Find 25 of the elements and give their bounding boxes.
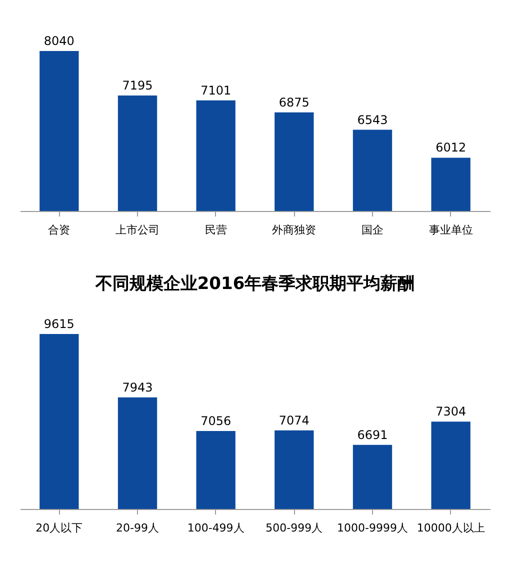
data-label: 7056 [200,414,232,428]
data-label: 8040 [44,34,74,48]
data-label: 7304 [436,404,466,419]
chart-title: 不同规模企业2016年春季求职期平均薪酬 [94,274,415,294]
data-label: 6691 [357,428,388,442]
x-tick-label: 合资 [48,224,70,236]
x-tick-label: 10000人以上 [416,522,485,534]
x-tick-label: 民营 [204,224,227,236]
x-tick-label: 100-499人 [187,522,244,534]
x-tick-label: 20-99人 [116,522,159,534]
data-label: 7943 [122,380,153,394]
x-tick-label: 500-999人 [266,522,323,534]
x-tick-label: 1000-9999人 [337,522,408,534]
x-tick-label: 外商独资 [272,224,316,236]
x-tick-label: 国企 [362,224,384,236]
data-label: 9615 [44,317,74,331]
data-label: 6543 [357,112,388,127]
data-label: 7101 [200,83,232,98]
x-tick-label: 事业单位 [428,224,473,236]
x-tick-label: 上市公司 [116,224,160,236]
x-tick-label: 20人以下 [36,522,83,534]
data-label: 7195 [122,78,153,92]
data-label: 6012 [436,140,466,155]
data-label: 7074 [278,413,310,428]
data-label: 6875 [278,95,310,110]
